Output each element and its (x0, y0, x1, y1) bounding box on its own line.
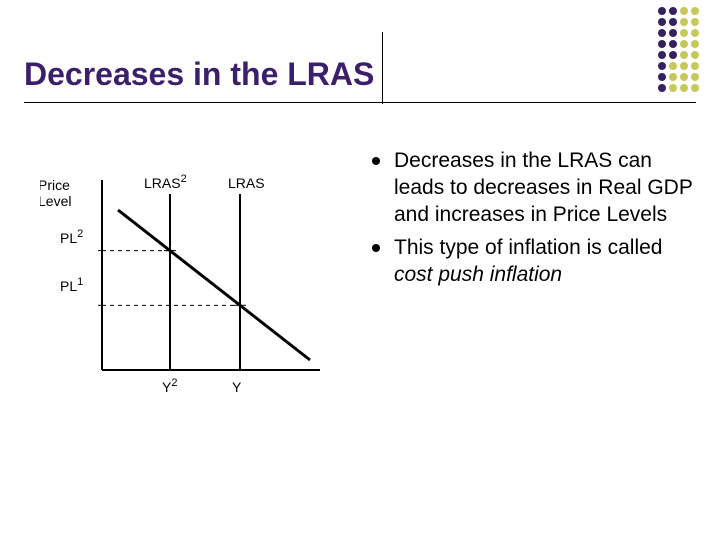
page-title: Decreases in the LRAS (24, 56, 696, 93)
bullet-item: Decreases in the LRAS can leads to decre… (372, 148, 702, 229)
title-underline (24, 102, 696, 103)
lras-diagram: PriceLevel LRAS2 LRAS PL2 PL1 Y2 Y (40, 160, 360, 460)
bullet-icon (372, 157, 380, 165)
slide: Decreases in the LRAS PriceLevel LRAS2 LRA… (0, 0, 720, 540)
svg-text:Level: Level (40, 193, 71, 209)
svg-text:PL1: PL1 (60, 276, 83, 294)
svg-text:Y2: Y2 (162, 377, 177, 395)
svg-text:LRAS2: LRAS2 (144, 173, 187, 191)
bullet-text: This type of inflation is called cost pu… (394, 235, 702, 289)
svg-text:Y: Y (232, 379, 242, 395)
bullet-text: Decreases in the LRAS can leads to decre… (394, 148, 702, 229)
title-block: Decreases in the LRAS (24, 56, 696, 93)
bullet-item: This type of inflation is called cost pu… (372, 235, 702, 289)
svg-text:LRAS: LRAS (228, 175, 265, 191)
svg-text:Price: Price (40, 177, 70, 193)
svg-text:PL2: PL2 (60, 228, 83, 246)
bullet-list: Decreases in the LRAS can leads to decre… (372, 148, 702, 294)
content-area: PriceLevel LRAS2 LRAS PL2 PL1 Y2 Y Decreases i… (0, 120, 720, 520)
bullet-icon (372, 244, 380, 252)
